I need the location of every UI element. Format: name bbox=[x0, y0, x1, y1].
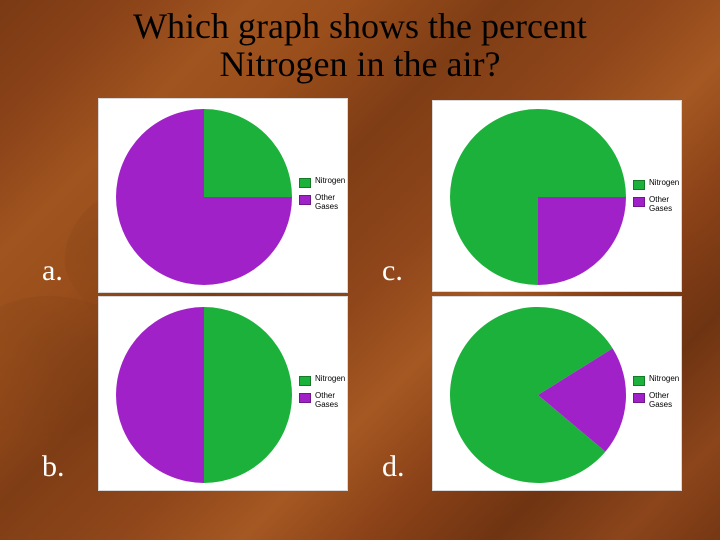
legend-row-nitrogen: Nitrogen bbox=[633, 375, 679, 386]
option-label-b: b. bbox=[42, 450, 65, 484]
legend-row-other: Other Gases bbox=[299, 194, 345, 212]
option-label-d: d. bbox=[382, 450, 405, 484]
legend-row-nitrogen: Nitrogen bbox=[299, 375, 345, 386]
legend-swatch-nitrogen bbox=[633, 180, 645, 190]
legend-row-other: Other Gases bbox=[299, 392, 345, 410]
legend-label-nitrogen: Nitrogen bbox=[649, 179, 679, 188]
legend-swatch-other bbox=[633, 197, 645, 207]
chart-panel-a: Nitrogen Other Gases bbox=[98, 98, 348, 293]
chart-panel-b: Nitrogen Other Gases bbox=[98, 296, 348, 491]
legend-label-other: Other Gases bbox=[315, 392, 338, 410]
legend-a: Nitrogen Other Gases bbox=[299, 177, 345, 212]
legend-label-other: Other Gases bbox=[649, 392, 672, 410]
slide-title: Which graph shows the percent Nitrogen i… bbox=[0, 8, 720, 84]
legend-swatch-other bbox=[299, 393, 311, 403]
legend-swatch-nitrogen bbox=[299, 376, 311, 386]
legend-c: Nitrogen Other Gases bbox=[633, 179, 679, 214]
legend-swatch-other bbox=[633, 393, 645, 403]
legend-label-other: Other Gases bbox=[649, 196, 672, 214]
legend-row-nitrogen: Nitrogen bbox=[633, 179, 679, 190]
legend-label-other: Other Gases bbox=[315, 194, 338, 212]
legend-label-nitrogen: Nitrogen bbox=[315, 375, 345, 384]
chart-panel-c: Nitrogen Other Gases bbox=[432, 100, 682, 292]
chart-panel-d: Nitrogen Other Gases bbox=[432, 296, 682, 491]
slide: Which graph shows the percent Nitrogen i… bbox=[0, 0, 720, 540]
legend-swatch-nitrogen bbox=[299, 178, 311, 188]
legend-d: Nitrogen Other Gases bbox=[633, 375, 679, 410]
legend-label-nitrogen: Nitrogen bbox=[315, 177, 345, 186]
legend-row-other: Other Gases bbox=[633, 196, 679, 214]
legend-b: Nitrogen Other Gases bbox=[299, 375, 345, 410]
option-label-c: c. bbox=[382, 254, 403, 288]
legend-swatch-other bbox=[299, 195, 311, 205]
legend-label-nitrogen: Nitrogen bbox=[649, 375, 679, 384]
legend-row-nitrogen: Nitrogen bbox=[299, 177, 345, 188]
legend-row-other: Other Gases bbox=[633, 392, 679, 410]
legend-swatch-nitrogen bbox=[633, 376, 645, 386]
option-label-a: a. bbox=[42, 254, 63, 288]
